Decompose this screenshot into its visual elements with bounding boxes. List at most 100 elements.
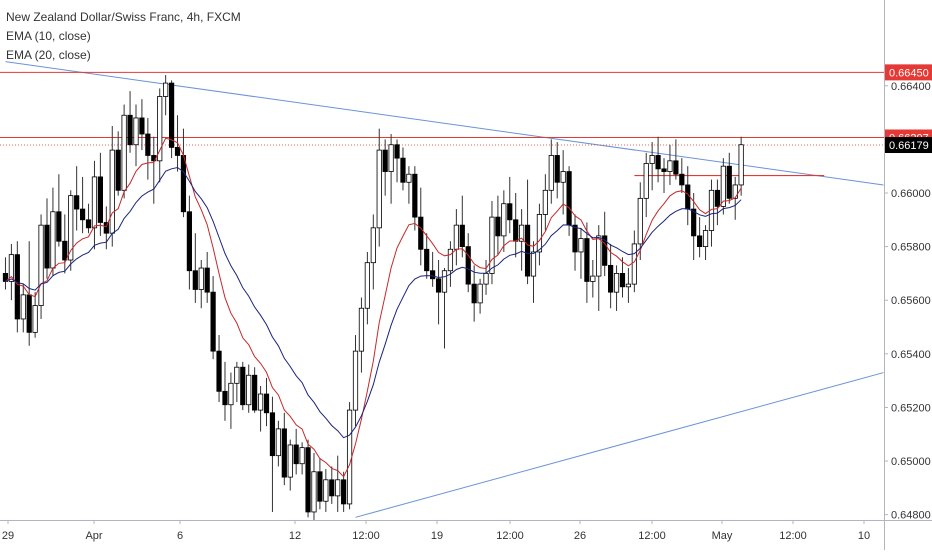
candle: [252, 367, 258, 413]
candle: [625, 268, 632, 303]
x-tick-label: 26: [574, 530, 586, 542]
candle-body: [168, 82, 175, 148]
candle-body: [370, 227, 376, 264]
candle: [679, 158, 685, 193]
candle-body: [453, 224, 459, 250]
candle: [643, 152, 649, 218]
candle-body: [602, 235, 608, 266]
candle-body: [572, 224, 578, 253]
x-tick-label: 12:00: [779, 530, 807, 542]
candle: [62, 214, 68, 274]
candle-body: [542, 189, 548, 215]
x-tick-label: 12:00: [352, 530, 380, 542]
candle-body: [590, 275, 596, 282]
candle: [85, 203, 92, 234]
x-tick-label: 12:00: [638, 530, 666, 542]
candle-body: [697, 235, 703, 247]
candle-body: [180, 155, 187, 213]
x-tick-label: 10: [858, 530, 870, 542]
price-scale-bg: [884, 0, 932, 550]
candle: [714, 179, 721, 226]
candle: [335, 455, 341, 512]
candle-body: [157, 96, 163, 162]
candle-body: [145, 133, 151, 156]
candle: [572, 214, 578, 271]
candle: [519, 209, 525, 271]
candle: [667, 144, 673, 185]
candle-body: [133, 117, 139, 146]
candle: [613, 265, 620, 311]
candle: [708, 179, 715, 247]
candle-body: [661, 168, 667, 172]
candle-body: [174, 147, 181, 156]
x-tick-label: 29: [2, 530, 14, 542]
candle-body: [352, 350, 359, 411]
candle: [346, 402, 353, 510]
candle-body: [714, 189, 721, 207]
candle: [293, 428, 299, 475]
candle: [513, 192, 519, 258]
candle-body: [329, 479, 335, 497]
candle-body: [519, 224, 525, 242]
candle-body: [275, 428, 281, 457]
candle: [97, 152, 103, 236]
candle: [489, 201, 495, 285]
candle: [697, 217, 703, 258]
y-tick-label: 0.66400: [891, 81, 931, 93]
candle: [738, 136, 744, 196]
candle: [180, 128, 187, 218]
ema-10-line: [5, 137, 742, 478]
candle-body: [222, 390, 228, 406]
candle: [726, 152, 732, 204]
candle-body: [530, 251, 537, 277]
candle: [275, 420, 281, 467]
candle: [287, 439, 293, 491]
candle: [584, 222, 590, 303]
candle: [507, 176, 513, 234]
candle-body: [447, 248, 454, 272]
candle-body: [26, 294, 32, 333]
ema-20-line: [5, 166, 742, 439]
candle-body: [216, 350, 222, 392]
candle-body: [50, 211, 56, 269]
candle-body: [554, 155, 560, 183]
candle: [20, 284, 26, 333]
candle: [74, 166, 80, 231]
candle-body: [667, 160, 673, 172]
candle: [655, 136, 661, 183]
candle: [121, 104, 127, 199]
candle: [305, 439, 311, 518]
candle: [430, 251, 436, 287]
candle: [139, 99, 145, 151]
candle-body: [679, 173, 685, 186]
candle-body: [91, 176, 98, 229]
candle: [157, 88, 163, 183]
candle: [44, 198, 50, 279]
candle: [56, 174, 62, 247]
candle-body: [121, 114, 127, 191]
candle-body: [441, 270, 448, 293]
candle: [382, 139, 388, 196]
candle-body: [281, 428, 287, 478]
candle: [578, 227, 584, 279]
candle-body: [702, 230, 709, 247]
candle-body: [186, 211, 192, 272]
candle: [216, 335, 222, 403]
candle-body: [263, 393, 270, 414]
candle-body: [56, 211, 62, 242]
candle-body: [673, 160, 679, 175]
candle-body: [548, 155, 554, 191]
candle: [210, 276, 216, 360]
candle: [68, 190, 74, 271]
candle-body: [97, 176, 103, 223]
candle-body: [412, 173, 418, 218]
candle: [702, 225, 709, 260]
current-price-badge-bg: [885, 137, 932, 154]
candle: [109, 125, 115, 247]
candle-body: [32, 305, 38, 333]
candle: [465, 233, 471, 293]
x-tick-label: 12: [289, 530, 301, 542]
